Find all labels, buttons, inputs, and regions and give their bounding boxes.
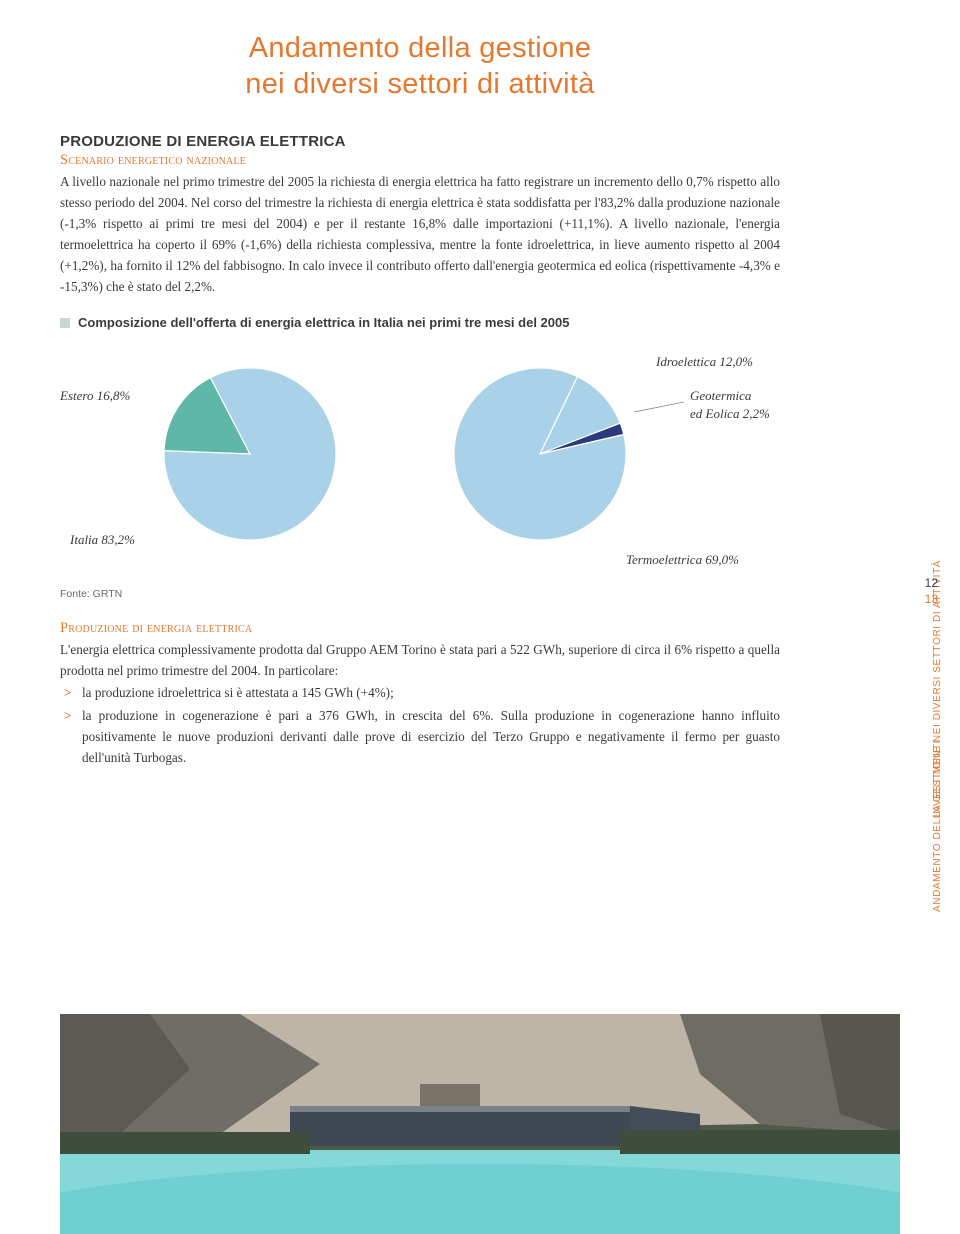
chart-bullet-icon (60, 318, 70, 328)
pie2-label-geo-a: Geotermica (690, 388, 751, 404)
chart-heading: Composizione dell'offerta di energia ele… (78, 315, 569, 330)
chart-source: Fonte: GRTN (60, 588, 780, 600)
side-label-top: ANDAMENTO DELLA GESTIONE NEI DIVERSI SET… (932, 560, 943, 912)
main-title: Andamento della gestione nei diversi set… (60, 30, 780, 103)
chart-title-row: Composizione dell'offerta di energia ele… (60, 315, 780, 330)
side-label-bottom: INVESTIMENTI (932, 740, 943, 817)
section-1-subtitle: Scenario energetico nazionale (60, 152, 780, 169)
pie-chart-origin (150, 354, 350, 554)
pie2-label-termo: Termoelettrica 69,0% (626, 552, 739, 568)
page-num-a: 12 (925, 576, 938, 590)
section-2-body: L'energia elettrica complessivamente pro… (60, 639, 780, 681)
bottom-photo (60, 1014, 900, 1234)
section-1-body: A livello nazionale nel primo trimestre … (60, 171, 780, 298)
pie2-label-idro: Idroelettica 12,0% (656, 354, 753, 370)
bullet-2: la produzione in cogenerazione è pari a … (82, 705, 780, 768)
page-numbers: 12 13 (925, 576, 938, 607)
pie1-label-estero: Estero 16,8% (60, 388, 130, 404)
pie-chart-sources (440, 354, 640, 554)
page-num-b: 13 (925, 592, 938, 606)
bullet-1: la produzione idroelettrica si è attesta… (82, 682, 780, 703)
pie1-label-italia: Italia 83,2% (70, 532, 135, 548)
section-1-heading: PRODUZIONE DI ENERGIA ELETTRICA (60, 133, 780, 150)
sidebar: ANDAMENTO DELLA GESTIONE NEI DIVERSI SET… (892, 130, 942, 890)
pie2-label-geo-b: ed Eolica 2,2% (690, 406, 770, 422)
section-2-subtitle: Produzione di energia elettrica (60, 620, 780, 637)
title-line-1: Andamento della gestione (249, 32, 592, 64)
charts-area: Estero 16,8% Italia 83,2% Idroelettica 1… (60, 344, 870, 584)
bullet-list: la produzione idroelettrica si è attesta… (60, 682, 780, 769)
title-line-2: nei diversi settori di attività (245, 68, 594, 100)
